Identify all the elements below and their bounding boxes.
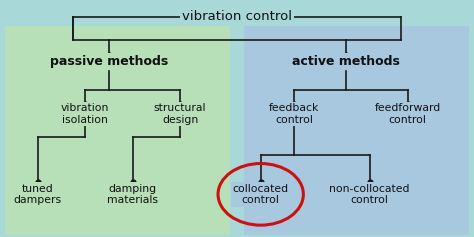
Text: non-collocated
control: non-collocated control <box>329 183 410 205</box>
Text: feedforward
control: feedforward control <box>374 103 441 125</box>
Text: active methods: active methods <box>292 55 400 68</box>
Text: collocated
control: collocated control <box>233 183 289 205</box>
FancyBboxPatch shape <box>244 26 469 235</box>
Text: structural
design: structural design <box>154 103 206 125</box>
Text: vibration control: vibration control <box>182 10 292 23</box>
Text: vibration
isolation: vibration isolation <box>61 103 109 125</box>
Text: tuned
dampers: tuned dampers <box>14 183 62 205</box>
FancyBboxPatch shape <box>5 26 230 235</box>
Text: feedback
control: feedback control <box>269 103 319 125</box>
Text: passive methods: passive methods <box>50 55 168 68</box>
Text: damping
materials: damping materials <box>107 183 158 205</box>
